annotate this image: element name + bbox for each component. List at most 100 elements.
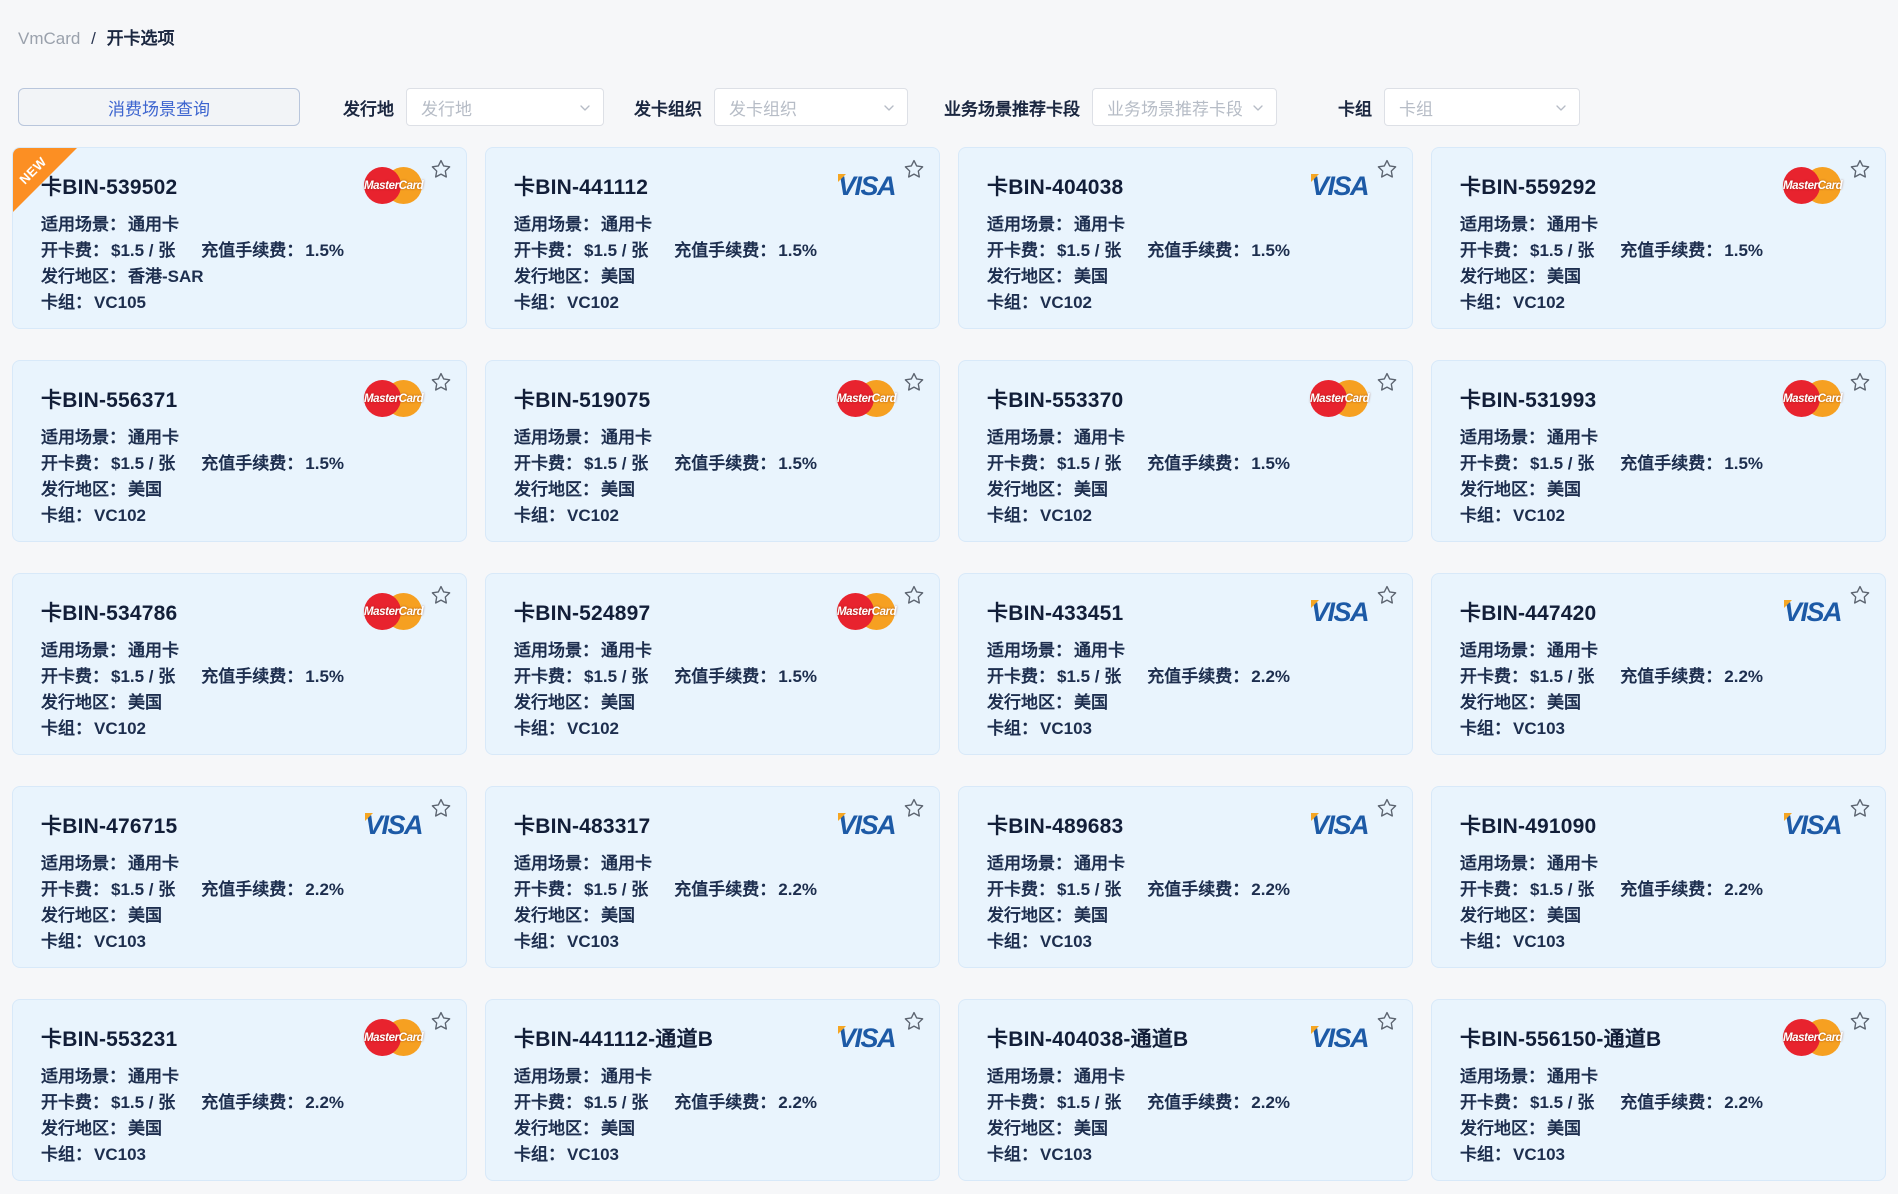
recharge-label: 充值手续费： (674, 880, 777, 899)
card-group-line: 卡组： VC103 (987, 716, 1386, 742)
fee-value: $1.5 / 张 (1057, 1093, 1122, 1112)
group-value: VC103 (1513, 719, 1565, 738)
star-icon[interactable] (430, 1010, 452, 1032)
visa-orange-notch (1310, 599, 1319, 608)
card-region-line: 发行地区： 美国 (41, 690, 440, 716)
card-group-select[interactable]: 卡组 (1384, 88, 1580, 126)
card-fee-line: 开卡费： $1.5 / 张 充值手续费： 1.5% (514, 451, 913, 477)
issue-place-select[interactable]: 发行地 (406, 88, 604, 126)
chevron-down-icon (884, 105, 894, 111)
card-bin-card[interactable]: 卡BIN-476715 VISA 适用场景： 通用卡 开卡费： $1.5 / 张 充值… (12, 786, 467, 968)
biz-scene-select[interactable]: 业务场景推荐卡段 (1092, 88, 1277, 126)
card-bin-card[interactable]: 卡BIN-447420 VISA 适用场景： 通用卡 开卡费： $1.5 / 张 充值… (1431, 573, 1886, 755)
card-bin-title: 卡BIN-491090 (1460, 815, 1597, 838)
scene-label: 适用场景： (987, 1067, 1072, 1086)
star-icon[interactable] (1849, 584, 1871, 606)
star-icon[interactable] (1376, 158, 1398, 180)
fee-value: $1.5 / 张 (1530, 1093, 1595, 1112)
card-bin-card[interactable]: 卡BIN-556371 MasterCard 适用场景： 通用卡 开卡费： $1.5… (12, 360, 467, 542)
filter-group-card-org: 发卡组织 发卡组织 (634, 88, 908, 126)
card-bin-card[interactable]: 卡BIN-559292 MasterCard 适用场景： 通用卡 开卡费： $1.5… (1431, 147, 1886, 329)
card-org-select[interactable]: 发卡组织 (714, 88, 908, 126)
card-bin-card[interactable]: 卡BIN-441112 VISA 适用场景： 通用卡 开卡费： $1.5 / 张 充值… (485, 147, 940, 329)
star-icon[interactable] (1849, 371, 1871, 393)
star-icon[interactable] (903, 371, 925, 393)
card-bin-card[interactable]: 卡BIN-556150-通道B MasterCard 适用场景： 通用卡 开卡费：… (1431, 999, 1886, 1181)
fee-label: 开卡费： (987, 667, 1055, 686)
card-header: 卡BIN-441112-通道B VISA (514, 1018, 913, 1058)
card-bin-card[interactable]: 卡BIN-489683 VISA 适用场景： 通用卡 开卡费： $1.5 / 张 充值… (958, 786, 1413, 968)
recharge-value: 2.2% (778, 1093, 818, 1112)
card-bin-title: 卡BIN-556371 (41, 389, 178, 412)
card-scene-line: 适用场景： 通用卡 (41, 212, 440, 238)
card-header: 卡BIN-491090 VISA (1460, 805, 1859, 845)
star-icon[interactable] (430, 371, 452, 393)
card-scene-line: 适用场景： 通用卡 (987, 1064, 1386, 1090)
star-icon[interactable] (1849, 158, 1871, 180)
scene-label: 适用场景： (1460, 428, 1545, 447)
star-icon[interactable] (903, 797, 925, 819)
card-bin-card[interactable]: 卡BIN-433451 VISA 适用场景： 通用卡 开卡费： $1.5 / 张 充值… (958, 573, 1413, 755)
star-icon[interactable] (903, 1010, 925, 1032)
card-bin-card[interactable]: 卡BIN-404038-通道B VISA 适用场景： 通用卡 开卡费： $1.5 /… (958, 999, 1413, 1181)
visa-logo-icon: VISA (364, 811, 424, 839)
region-label: 发行地区： (41, 267, 126, 286)
card-header: 卡BIN-441112 VISA (514, 166, 913, 206)
recharge-value: 2.2% (1251, 1093, 1291, 1112)
region-value: 美国 (1074, 1119, 1108, 1138)
mastercard-logo-icon: MasterCard (364, 1019, 424, 1057)
card-bin-card[interactable]: 卡BIN-534786 MasterCard 适用场景： 通用卡 开卡费： $1.5… (12, 573, 467, 755)
region-value: 美国 (128, 480, 162, 499)
card-bin-card[interactable]: 卡BIN-553231 MasterCard 适用场景： 通用卡 开卡费： $1.5… (12, 999, 467, 1181)
star-icon[interactable] (1849, 1010, 1871, 1032)
recharge-value: 2.2% (1724, 880, 1764, 899)
region-value: 美国 (1074, 906, 1108, 925)
star-icon[interactable] (903, 158, 925, 180)
star-icon[interactable] (430, 584, 452, 606)
breadcrumb-root-link[interactable]: VmCard (18, 29, 81, 48)
card-header: 卡BIN-531993 MasterCard (1460, 379, 1859, 419)
star-icon[interactable] (430, 158, 452, 180)
star-icon[interactable] (1849, 797, 1871, 819)
card-bin-title: 卡BIN-441112 (514, 176, 649, 199)
region-label: 发行地区： (514, 267, 599, 286)
card-bin-card[interactable]: 卡BIN-441112-通道B VISA 适用场景： 通用卡 开卡费： $1.5 /… (485, 999, 940, 1181)
visa-logo-icon: VISA (837, 172, 897, 200)
card-bin-card[interactable]: 卡BIN-553370 MasterCard 适用场景： 通用卡 开卡费： $1.5… (958, 360, 1413, 542)
new-ribbon (13, 148, 77, 212)
card-bin-card[interactable]: 卡BIN-519075 MasterCard 适用场景： 通用卡 开卡费： $1.5… (485, 360, 940, 542)
brand-logo-slot: VISA (1783, 592, 1843, 632)
card-header: 卡BIN-534786 MasterCard (41, 592, 440, 632)
star-icon[interactable] (1376, 797, 1398, 819)
recharge-label: 充值手续费： (1147, 241, 1250, 260)
visa-orange-notch (837, 1025, 846, 1034)
card-fee-line: 开卡费： $1.5 / 张 充值手续费： 2.2% (987, 664, 1386, 690)
scene-label: 适用场景： (1460, 854, 1545, 873)
card-scene-line: 适用场景： 通用卡 (1460, 425, 1859, 451)
card-bin-card[interactable]: NEW 卡BIN-539502 MasterCard 适用场景： 通用卡 (12, 147, 467, 329)
mastercard-logo-text: MasterCard (1783, 393, 1843, 405)
card-bin-card[interactable]: 卡BIN-524897 MasterCard 适用场景： 通用卡 开卡费： $1.5… (485, 573, 940, 755)
card-header: 卡BIN-519075 MasterCard (514, 379, 913, 419)
star-icon[interactable] (430, 797, 452, 819)
region-value: 美国 (601, 480, 635, 499)
recharge-value: 1.5% (1724, 454, 1764, 473)
star-icon[interactable] (1376, 1010, 1398, 1032)
card-group-line: 卡组： VC103 (1460, 1142, 1859, 1168)
group-value: VC103 (567, 1145, 619, 1164)
recharge-value: 1.5% (778, 241, 818, 260)
brand-logo-slot: MasterCard (1783, 166, 1843, 206)
star-icon[interactable] (1376, 584, 1398, 606)
card-scene-line: 适用场景： 通用卡 (1460, 638, 1859, 664)
consume-scene-query-button[interactable]: 消费场景查询 (18, 88, 300, 126)
card-org-placeholder: 发卡组织 (729, 99, 797, 119)
card-bin-card[interactable]: 卡BIN-491090 VISA 适用场景： 通用卡 开卡费： $1.5 / 张 充值… (1431, 786, 1886, 968)
region-value: 美国 (1547, 480, 1581, 499)
star-icon[interactable] (903, 584, 925, 606)
star-icon[interactable] (1376, 371, 1398, 393)
visa-logo-icon: VISA (837, 1024, 897, 1052)
card-bin-card[interactable]: 卡BIN-531993 MasterCard 适用场景： 通用卡 开卡费： $1.5… (1431, 360, 1886, 542)
scene-value: 通用卡 (1547, 1067, 1598, 1086)
card-bin-card[interactable]: 卡BIN-483317 VISA 适用场景： 通用卡 开卡费： $1.5 / 张 充值… (485, 786, 940, 968)
card-bin-card[interactable]: 卡BIN-404038 VISA 适用场景： 通用卡 开卡费： $1.5 / 张 充值… (958, 147, 1413, 329)
